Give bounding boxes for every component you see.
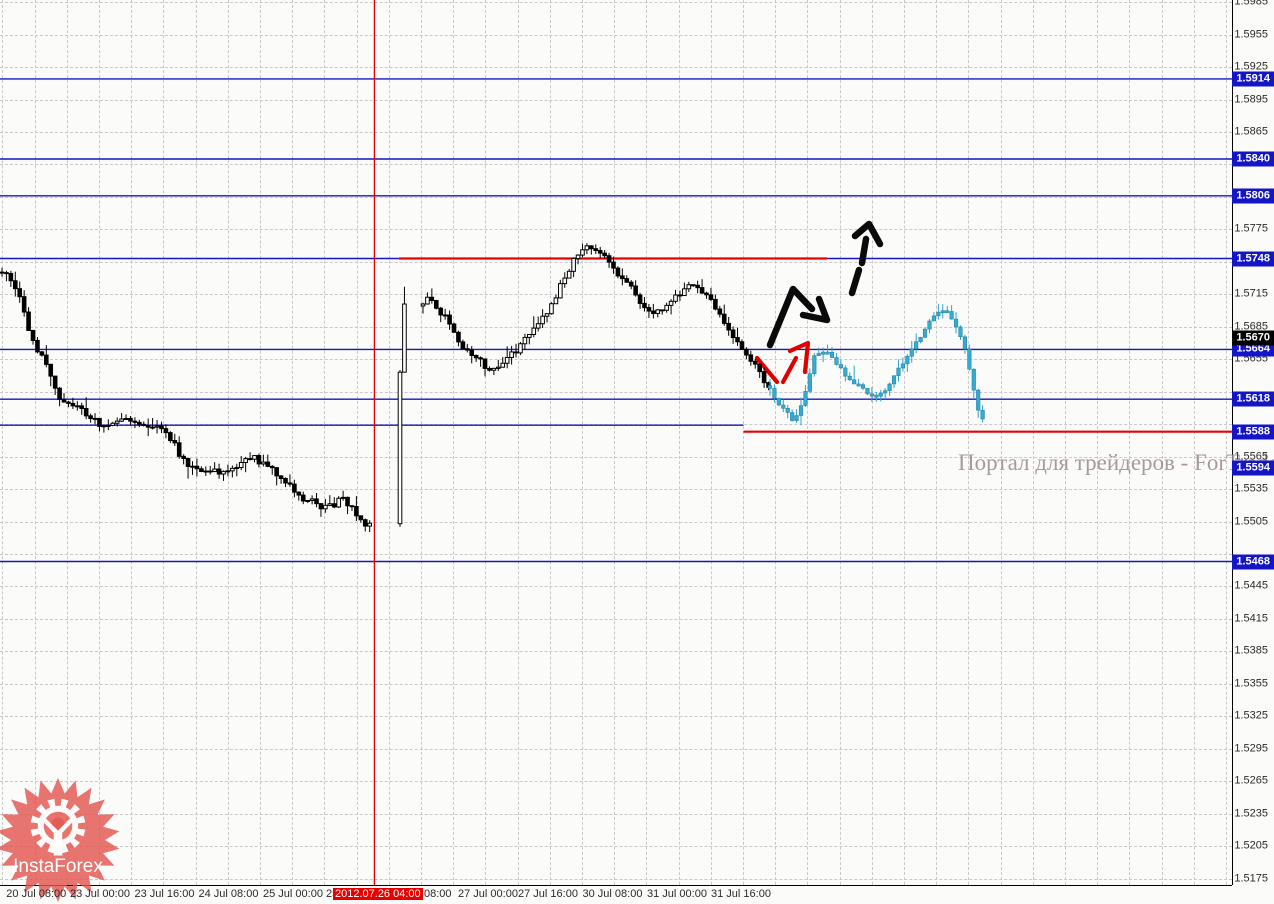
svg-text:InstaForex: InstaForex: [13, 856, 103, 877]
